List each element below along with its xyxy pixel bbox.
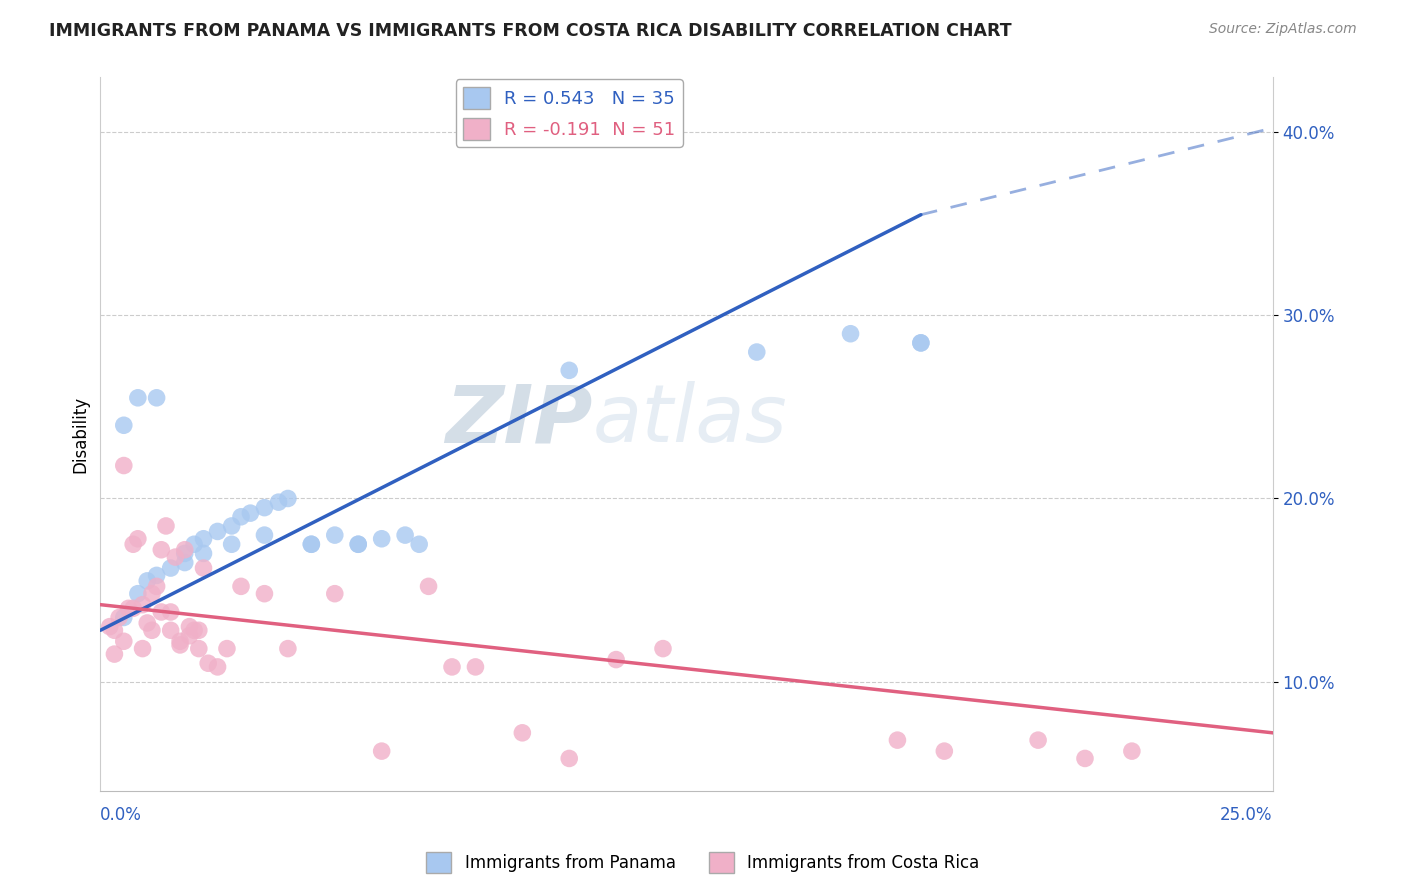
Point xyxy=(197,657,219,671)
Point xyxy=(122,537,145,551)
Point xyxy=(165,550,187,565)
Point xyxy=(207,524,229,539)
Point xyxy=(347,537,370,551)
Point xyxy=(145,579,167,593)
Point xyxy=(418,579,440,593)
Point xyxy=(221,519,243,533)
Point xyxy=(1121,744,1143,758)
Point xyxy=(277,641,299,656)
Point xyxy=(112,634,135,648)
Point xyxy=(408,537,430,551)
Point xyxy=(253,500,276,515)
Point xyxy=(103,624,125,638)
Text: ZIP: ZIP xyxy=(446,381,593,459)
Point xyxy=(464,660,486,674)
Point xyxy=(745,345,768,359)
Point xyxy=(323,587,346,601)
Point xyxy=(267,495,290,509)
Point xyxy=(183,624,205,638)
Point xyxy=(605,652,627,666)
Point xyxy=(839,326,862,341)
Point xyxy=(150,542,173,557)
Point xyxy=(221,537,243,551)
Point xyxy=(910,335,932,350)
Point xyxy=(169,634,191,648)
Point xyxy=(347,537,370,551)
Point xyxy=(253,528,276,542)
Point xyxy=(886,733,908,747)
Point xyxy=(193,532,215,546)
Point xyxy=(394,528,416,542)
Point xyxy=(122,601,145,615)
Point xyxy=(127,587,149,601)
Point xyxy=(207,660,229,674)
Point xyxy=(299,537,322,551)
Y-axis label: Disability: Disability xyxy=(72,396,89,473)
Text: IMMIGRANTS FROM PANAMA VS IMMIGRANTS FROM COSTA RICA DISABILITY CORRELATION CHAR: IMMIGRANTS FROM PANAMA VS IMMIGRANTS FRO… xyxy=(49,22,1012,40)
Point xyxy=(1074,751,1097,765)
Point xyxy=(910,335,932,350)
Point xyxy=(652,641,675,656)
Point xyxy=(512,726,534,740)
Point xyxy=(229,509,252,524)
Point xyxy=(229,579,252,593)
Point xyxy=(145,568,167,582)
Text: atlas: atlas xyxy=(593,381,787,459)
Point xyxy=(179,620,201,634)
Point xyxy=(323,528,346,542)
Point xyxy=(179,629,201,643)
Point xyxy=(173,542,195,557)
Point xyxy=(440,660,463,674)
Text: 25.0%: 25.0% xyxy=(1220,806,1272,824)
Point xyxy=(187,641,209,656)
Point xyxy=(558,751,581,765)
Point xyxy=(112,458,135,473)
Legend: R = 0.543   N = 35, R = -0.191  N = 51: R = 0.543 N = 35, R = -0.191 N = 51 xyxy=(456,79,683,147)
Point xyxy=(370,744,392,758)
Point xyxy=(173,546,195,560)
Point xyxy=(112,418,135,433)
Point xyxy=(127,391,149,405)
Point xyxy=(934,744,956,758)
Point xyxy=(150,605,173,619)
Point xyxy=(112,610,135,624)
Point xyxy=(136,615,159,630)
Point xyxy=(117,601,139,615)
Point xyxy=(277,491,299,506)
Point xyxy=(370,532,392,546)
Point xyxy=(98,620,121,634)
Point xyxy=(1026,733,1049,747)
Point xyxy=(159,561,181,575)
Point xyxy=(131,641,153,656)
Point xyxy=(253,587,276,601)
Point xyxy=(173,556,195,570)
Point xyxy=(131,598,153,612)
Point xyxy=(558,363,581,377)
Point xyxy=(141,624,163,638)
Point xyxy=(141,587,163,601)
Point xyxy=(159,624,181,638)
Text: Source: ZipAtlas.com: Source: ZipAtlas.com xyxy=(1209,22,1357,37)
Point xyxy=(108,610,131,624)
Text: 0.0%: 0.0% xyxy=(100,806,142,824)
Point xyxy=(215,641,238,656)
Point xyxy=(299,537,322,551)
Point xyxy=(103,647,125,661)
Point xyxy=(155,519,177,533)
Point xyxy=(169,638,191,652)
Point xyxy=(193,546,215,560)
Point xyxy=(136,574,159,588)
Legend: Immigrants from Panama, Immigrants from Costa Rica: Immigrants from Panama, Immigrants from … xyxy=(420,846,986,880)
Point xyxy=(183,537,205,551)
Point xyxy=(239,506,262,520)
Point xyxy=(127,532,149,546)
Point xyxy=(159,605,181,619)
Point xyxy=(193,561,215,575)
Point xyxy=(187,624,209,638)
Point xyxy=(145,391,167,405)
